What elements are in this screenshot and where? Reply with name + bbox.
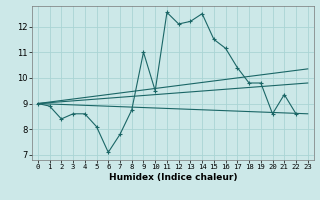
X-axis label: Humidex (Indice chaleur): Humidex (Indice chaleur) bbox=[108, 173, 237, 182]
